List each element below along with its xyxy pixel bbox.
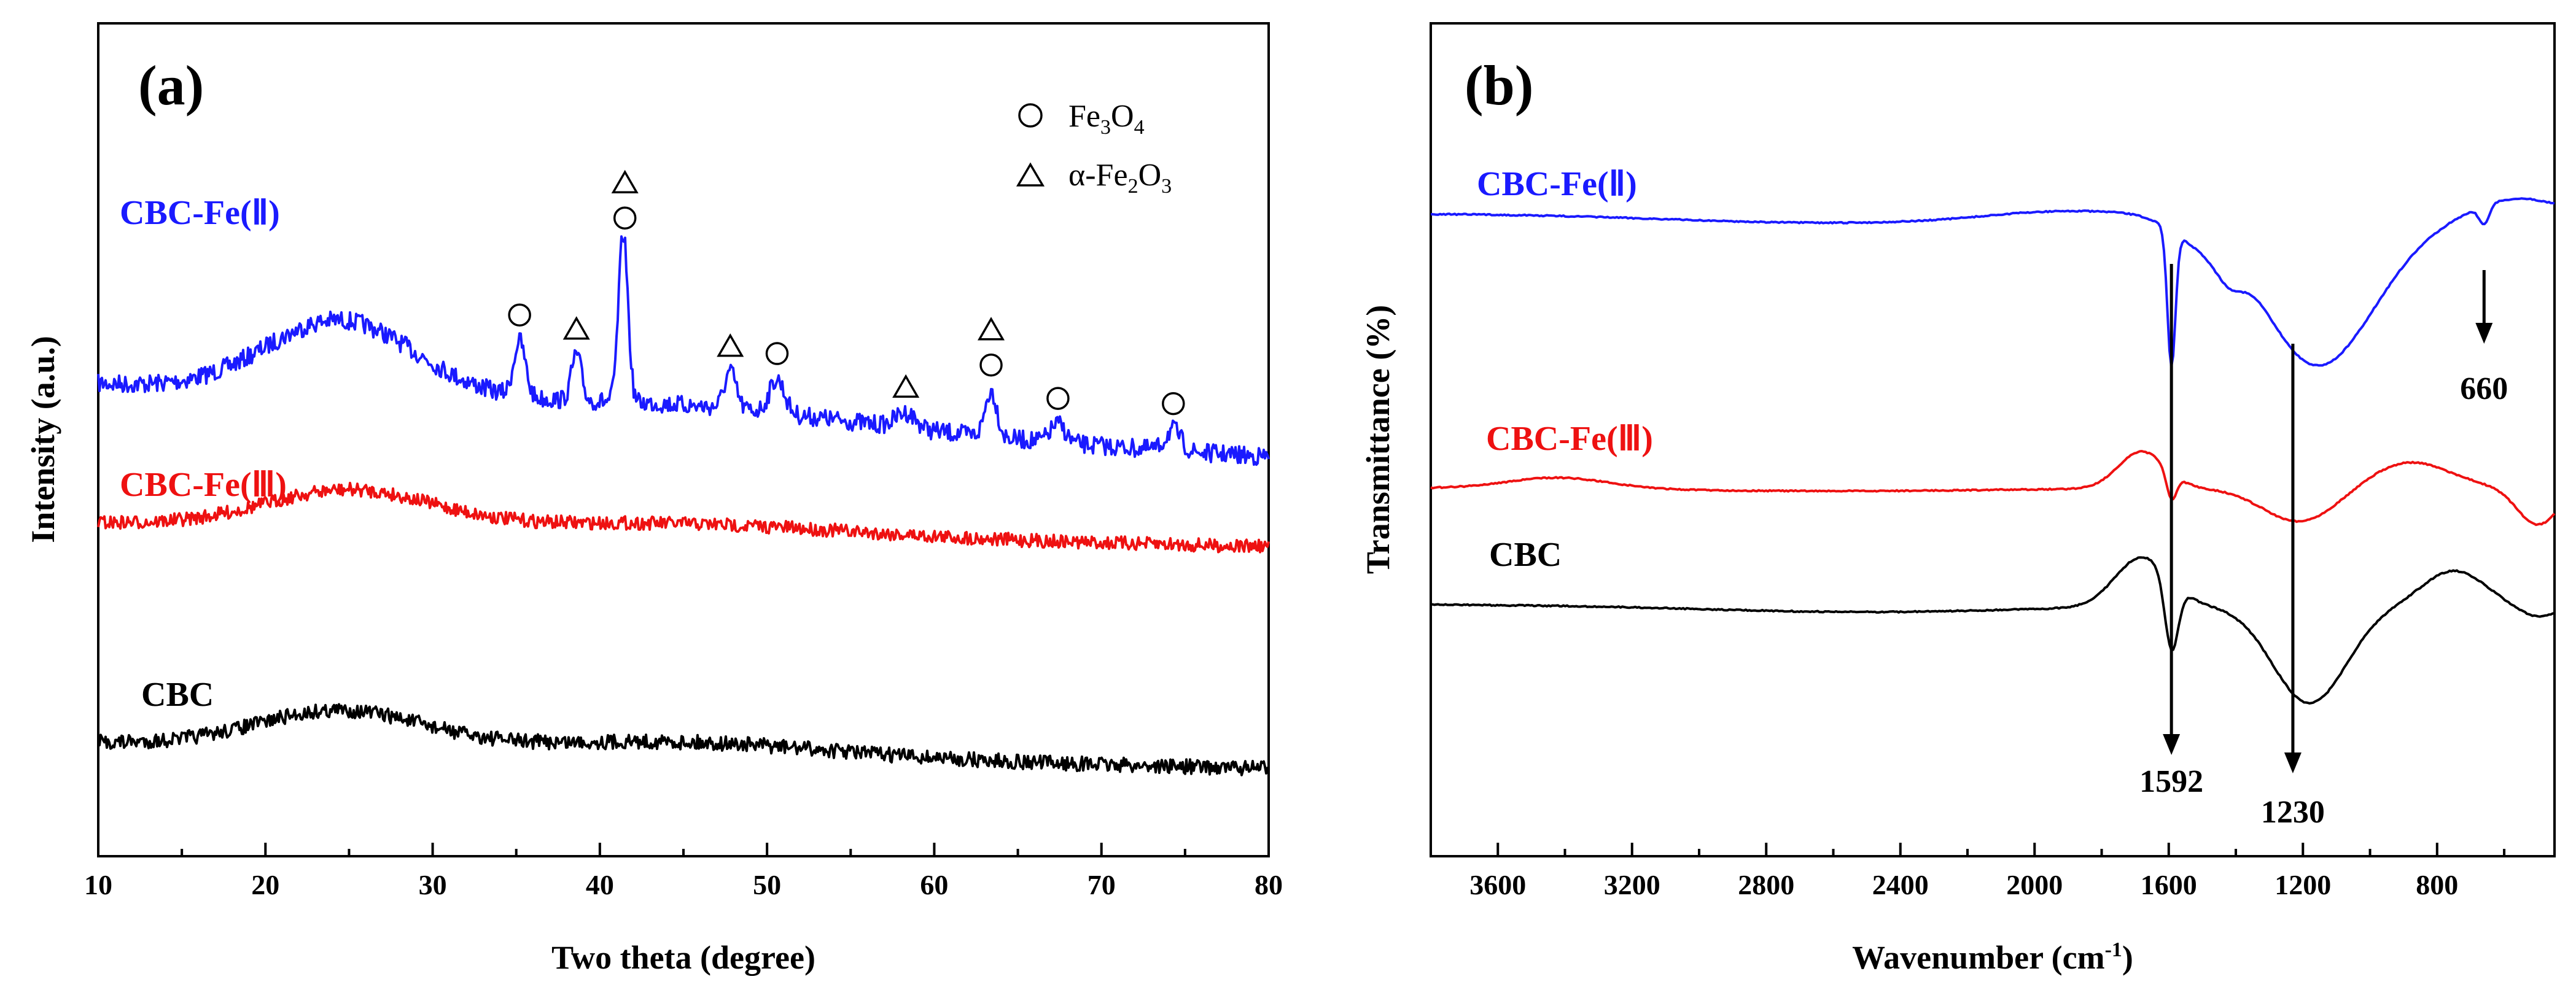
ftir-arrow-head — [2284, 752, 2302, 773]
ftir-x-tick-label: 1200 — [2274, 869, 2331, 900]
ftir-x-tick-label: 1600 — [2141, 869, 2197, 900]
xrd-peak-triangle-marker — [611, 169, 639, 193]
ftir-peak-arrows: 1592 1230 660 — [2139, 264, 2508, 830]
ftir-curve-0 — [1431, 197, 2555, 368]
xrd-x-tick-label: 80 — [1255, 869, 1283, 900]
legend-fe3o4-main: Fe — [1068, 99, 1100, 134]
legend-fe2o3-sub2: 3 — [1161, 175, 1172, 198]
xrd-x-tick-label: 50 — [753, 869, 781, 900]
legend-fe3o4-sub2: 4 — [1134, 116, 1145, 139]
legend-fe2o3-label: α-Fe2O3 — [1068, 158, 1172, 198]
xrd-peak-triangle-marker — [717, 333, 744, 357]
xrd-label-cbc-fe3: CBC-Fe(Ⅲ) — [120, 466, 287, 504]
ftir-x-tick-label: 2000 — [2006, 869, 2063, 900]
legend-fe3o4-label: Fe3O4 — [1068, 99, 1145, 139]
xrd-peak-circle-marker — [979, 353, 1003, 377]
ftir-x-tick-label: 3200 — [1604, 869, 1660, 900]
ftir-arrow-head — [2163, 734, 2181, 755]
legend-fe3o4-mid: O — [1111, 99, 1134, 134]
xrd-peak-triangle-marker — [562, 316, 590, 340]
xrd-curve-0 — [97, 235, 1270, 466]
panel-label-a: (a) — [138, 54, 204, 117]
ftir-curve-1 — [1430, 450, 2556, 527]
ftir-x-tick-label: 3600 — [1469, 869, 1526, 900]
xrd-peak-circle-marker — [765, 342, 789, 365]
ftir-peak-label: 1230 — [2261, 795, 2325, 830]
xrd-peak-circle-marker — [1162, 392, 1185, 416]
xrd-peak-circle-marker — [508, 303, 531, 327]
ftir-curves — [1430, 197, 2556, 705]
ftir-y-axis-label: Transmittance (%) — [1360, 305, 1396, 574]
ftir-x-axis-label: Wavenumber (cm-1) — [1852, 938, 2133, 976]
legend-fe3o4-sub1: 3 — [1100, 116, 1111, 139]
ftir-x-axis: 3600 3200 2800 2400 2000 1600 1200 800 — [1469, 843, 2506, 900]
xrd-x-tick-label: 30 — [419, 869, 447, 900]
ftir-curve-2 — [1430, 556, 2555, 705]
xrd-curve-1 — [97, 481, 1270, 554]
xrd-legend: Fe3O4 α-Fe2O3 — [1016, 99, 1172, 198]
xrd-peak-triangle-marker — [977, 317, 1005, 341]
xrd-panel: 10 20 30 40 50 60 70 80 (a) Fe3O4 α-Fe2O3 CBC-F… — [25, 22, 1283, 976]
ftir-x-tick-label: 800 — [2416, 869, 2458, 900]
xrd-peak-markers — [508, 169, 1185, 416]
xrd-label-cbc-fe2: CBC-Fe(Ⅱ) — [120, 194, 280, 232]
ftir-x-label-sup: -1 — [2105, 938, 2122, 961]
xrd-x-tick-label: 20 — [251, 869, 279, 900]
ftir-panel: 3600 3200 2800 2400 2000 1600 1200 800 (b) CBC-… — [1360, 22, 2556, 976]
ftir-x-tick-label: 2800 — [1738, 869, 1794, 900]
xrd-x-tick-label: 10 — [84, 869, 112, 900]
ftir-x-tick-label: 2400 — [1872, 869, 1929, 900]
ftir-label-cbc: CBC — [1489, 536, 1562, 574]
ftir-x-label-end: ) — [2122, 939, 2133, 976]
xrd-x-tick-label: 40 — [586, 869, 614, 900]
ftir-peak-label: 660 — [2460, 371, 2508, 406]
ftir-x-label-main: Wavenumber (cm — [1852, 939, 2104, 976]
xrd-peak-triangle-marker — [892, 374, 920, 398]
xrd-peak-circle-marker — [1046, 387, 1070, 410]
ftir-label-cbc-fe2: CBC-Fe(Ⅱ) — [1477, 165, 1637, 203]
xrd-y-axis-label: Intensity (a.u.) — [25, 336, 61, 543]
xrd-curve-2 — [97, 703, 1270, 776]
xrd-curves — [97, 235, 1270, 776]
legend-fe2o3-mid: O — [1138, 158, 1162, 193]
legend-circle-marker — [1018, 103, 1043, 128]
ftir-peak-label: 1592 — [2139, 764, 2203, 799]
panel-label-b: (b) — [1465, 54, 1533, 117]
xrd-x-axis: 10 20 30 40 50 60 70 80 — [84, 843, 1283, 900]
legend-triangle-marker — [1016, 162, 1045, 187]
ftir-plot-frame — [1430, 22, 2556, 857]
xrd-x-tick-label: 70 — [1088, 869, 1116, 900]
xrd-peak-circle-marker — [613, 206, 637, 230]
legend-fe2o3-main: α-Fe — [1068, 158, 1128, 193]
xrd-label-cbc: CBC — [141, 676, 214, 714]
xrd-x-tick-label: 60 — [920, 869, 948, 900]
legend-fe2o3-sub1: 2 — [1128, 175, 1138, 198]
ftir-label-cbc-fe3: CBC-Fe(Ⅲ) — [1486, 420, 1653, 458]
ftir-arrow-head — [2475, 323, 2493, 344]
xrd-x-axis-label: Two theta (degree) — [551, 939, 815, 976]
